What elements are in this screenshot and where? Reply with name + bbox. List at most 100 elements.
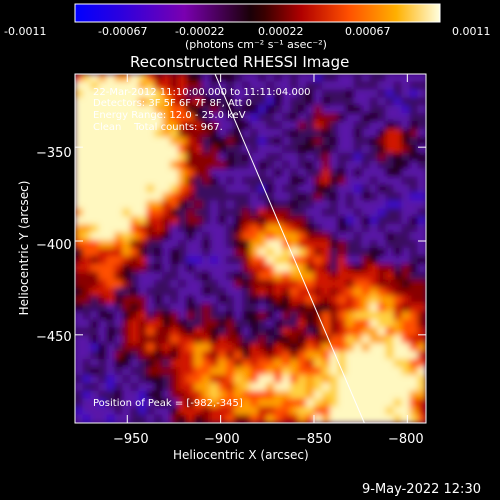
heatmap-cell bbox=[305, 81, 315, 91]
heatmap-cell bbox=[353, 121, 363, 131]
heatmap-cell bbox=[90, 216, 100, 226]
heatmap-cell bbox=[361, 414, 371, 423]
heatmap-cell bbox=[210, 327, 220, 337]
heatmap-cell bbox=[321, 335, 331, 345]
heatmap-cell bbox=[385, 279, 395, 289]
heatmap-cell bbox=[337, 359, 347, 368]
heatmap-cell bbox=[202, 224, 212, 234]
heatmap-cell bbox=[202, 366, 212, 376]
heatmap-cell bbox=[353, 303, 363, 313]
heatmap-cell bbox=[273, 335, 283, 345]
heatmap-cell bbox=[337, 406, 347, 416]
heatmap-cell bbox=[178, 74, 188, 83]
heatmap-cell bbox=[210, 255, 220, 265]
heatmap-cell bbox=[345, 390, 355, 400]
heatmap-cell bbox=[361, 152, 371, 162]
heatmap-cell bbox=[114, 327, 124, 337]
heatmap-cell bbox=[409, 232, 419, 242]
heatmap-cell bbox=[154, 208, 164, 218]
heatmap-cell bbox=[353, 160, 363, 170]
heatmap-cell bbox=[289, 374, 299, 384]
heatmap-cell bbox=[297, 248, 307, 257]
heatmap-cell bbox=[90, 121, 100, 131]
heatmap-cell bbox=[162, 271, 172, 281]
heatmap-cell bbox=[337, 208, 347, 218]
heatmap-cell bbox=[202, 359, 212, 368]
heatmap-cell bbox=[273, 240, 283, 249]
heatmap-cell bbox=[385, 319, 395, 329]
heatmap-cell bbox=[250, 406, 259, 416]
heatmap-cell bbox=[337, 216, 347, 226]
heatmap-cell bbox=[353, 343, 363, 353]
heatmap-cell bbox=[234, 366, 244, 376]
heatmap-cell bbox=[170, 374, 180, 384]
heatmap-cell bbox=[154, 105, 164, 115]
heatmap-cell bbox=[138, 414, 148, 423]
heatmap-cell bbox=[337, 271, 347, 281]
heatmap-cell bbox=[162, 200, 172, 210]
heatmap-cell bbox=[369, 319, 379, 329]
colorbar-gradient bbox=[74, 3, 441, 23]
heatmap-cell bbox=[345, 176, 355, 186]
heatmap-cell bbox=[138, 255, 148, 265]
heatmap-cell bbox=[361, 89, 371, 99]
heatmap-cell bbox=[385, 327, 395, 337]
heatmap-cell bbox=[186, 287, 196, 297]
heatmap-cell bbox=[138, 295, 148, 305]
heatmap-cell bbox=[130, 113, 140, 123]
heatmap-cell bbox=[218, 248, 228, 257]
heatmap-cell bbox=[226, 319, 236, 329]
heatmap-cell bbox=[305, 97, 315, 107]
heatmap-cell bbox=[297, 271, 307, 281]
heatmap-cell bbox=[401, 303, 411, 313]
heatmap-cell bbox=[210, 263, 220, 273]
heatmap-cell bbox=[90, 335, 100, 345]
heatmap-cell bbox=[170, 255, 180, 265]
heatmap-cell bbox=[393, 81, 403, 91]
heatmap-cell bbox=[345, 382, 355, 392]
heatmap-cell bbox=[90, 160, 100, 170]
heatmap-cell bbox=[361, 359, 371, 368]
heatmap-cell bbox=[146, 366, 156, 376]
heatmap-cell bbox=[329, 406, 339, 416]
heatmap-cell bbox=[202, 287, 212, 297]
heatmap-cell bbox=[385, 343, 395, 353]
heatmap-cell bbox=[329, 351, 339, 361]
heatmap-cell bbox=[273, 374, 283, 384]
heatmap-cell bbox=[313, 89, 323, 99]
heatmap-cell bbox=[273, 129, 283, 138]
heatmap-cell bbox=[361, 248, 371, 257]
heatmap-cell bbox=[329, 287, 339, 297]
heatmap-cell bbox=[265, 351, 275, 361]
heatmap-cell bbox=[385, 232, 395, 242]
heatmap-cell bbox=[377, 295, 387, 305]
heatmap-cell bbox=[98, 176, 108, 186]
heatmap-cell bbox=[234, 263, 244, 273]
heatmap-cell bbox=[154, 97, 164, 107]
heatmap-cell bbox=[75, 176, 84, 186]
heatmap-cell bbox=[321, 295, 331, 305]
heatmap-cell bbox=[98, 255, 108, 265]
heatmap-cell bbox=[385, 184, 395, 194]
heatmap-cell bbox=[409, 335, 419, 345]
heatmap-cell bbox=[194, 382, 204, 392]
heatmap-cell bbox=[162, 414, 172, 423]
heatmap-cell bbox=[281, 184, 291, 194]
heatmap-cell bbox=[114, 295, 124, 305]
heatmap-cell bbox=[138, 232, 148, 242]
heatmap-cell bbox=[393, 343, 403, 353]
heatmap-cell bbox=[114, 216, 124, 226]
heatmap-cell bbox=[210, 136, 220, 146]
heatmap-cell bbox=[82, 414, 92, 423]
heatmap-cell bbox=[90, 136, 100, 146]
heatmap-cell bbox=[297, 121, 307, 131]
heatmap-cell bbox=[289, 184, 299, 194]
heatmap-cell bbox=[138, 200, 148, 210]
heatmap-cell bbox=[273, 74, 283, 83]
heatmap-cell bbox=[321, 89, 331, 99]
heatmap-cell bbox=[98, 271, 108, 281]
heatmap-cell bbox=[369, 105, 379, 115]
heatmap-cell bbox=[353, 74, 363, 83]
heatmap-cell bbox=[138, 382, 148, 392]
